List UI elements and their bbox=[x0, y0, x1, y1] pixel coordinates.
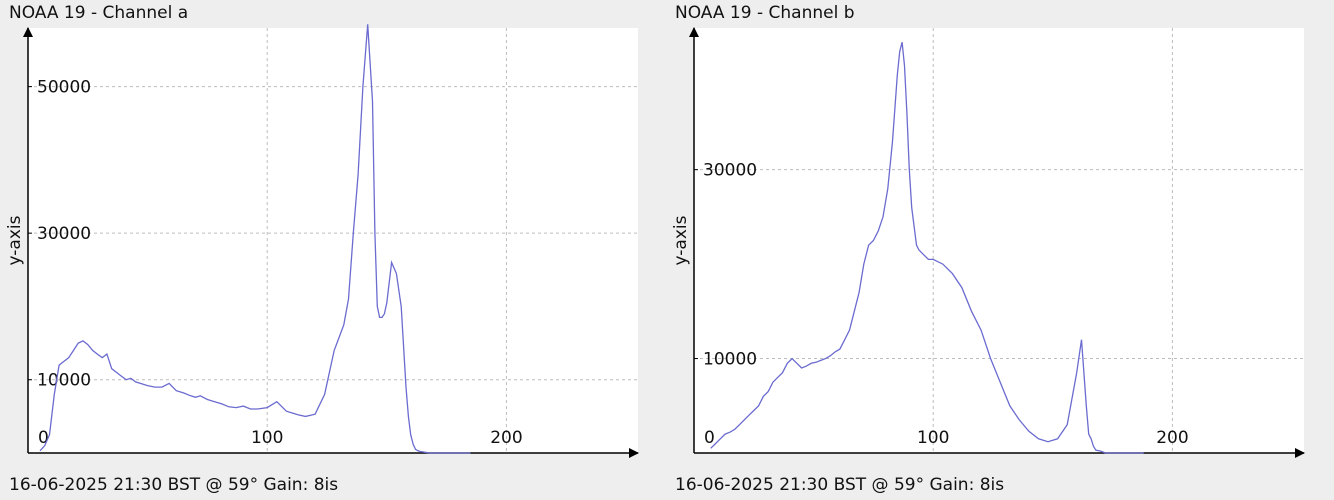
y-tick-label: 10000 bbox=[703, 350, 757, 370]
y-axis-label: y-axis bbox=[671, 215, 691, 265]
chart-panel-channel-b: NOAA 19 - Channel b 0 100 200 10000 30000 y-a… bbox=[666, 0, 1326, 500]
y-axis-arrow-icon bbox=[23, 27, 33, 37]
y-tick-label-zero: 0 bbox=[38, 428, 49, 448]
x-tick-label: 100 bbox=[917, 428, 949, 448]
series-line bbox=[39, 24, 471, 454]
x-tick-label: 200 bbox=[490, 428, 522, 448]
chart-plot-channel-a: 0 100 200 10000 30000 50000 y-axis bbox=[5, 24, 639, 458]
x-axis-arrow-icon bbox=[629, 448, 639, 458]
y-tick-label: 30000 bbox=[703, 161, 757, 181]
y-axis-label: y-axis bbox=[5, 215, 25, 265]
chart-footer: 16-06-2025 21:30 BST @ 59° Gain: 8is bbox=[9, 475, 339, 495]
y-tick-label: 50000 bbox=[37, 78, 91, 98]
y-tick-label: 30000 bbox=[37, 224, 91, 244]
series-line bbox=[710, 42, 1144, 454]
x-tick-label: 200 bbox=[1156, 428, 1188, 448]
chart-title: NOAA 19 - Channel a bbox=[9, 3, 189, 23]
y-tick-label-zero: 0 bbox=[704, 428, 715, 448]
y-axis-arrow-icon bbox=[689, 27, 699, 37]
y-tick-label: 10000 bbox=[37, 371, 91, 391]
plot-area bbox=[694, 28, 1304, 453]
x-tick-label: 100 bbox=[251, 428, 283, 448]
chart-footer: 16-06-2025 21:30 BST @ 59° Gain: 8is bbox=[675, 475, 1005, 495]
chart-plot-channel-b: 0 100 200 10000 30000 y-axis bbox=[671, 27, 1305, 458]
plot-area bbox=[28, 28, 638, 453]
chart-title: NOAA 19 - Channel b bbox=[675, 3, 855, 23]
x-axis-arrow-icon bbox=[1295, 448, 1305, 458]
chart-panel-channel-a: NOAA 19 - Channel a 0 100 200 10000 30000 500… bbox=[0, 0, 660, 500]
